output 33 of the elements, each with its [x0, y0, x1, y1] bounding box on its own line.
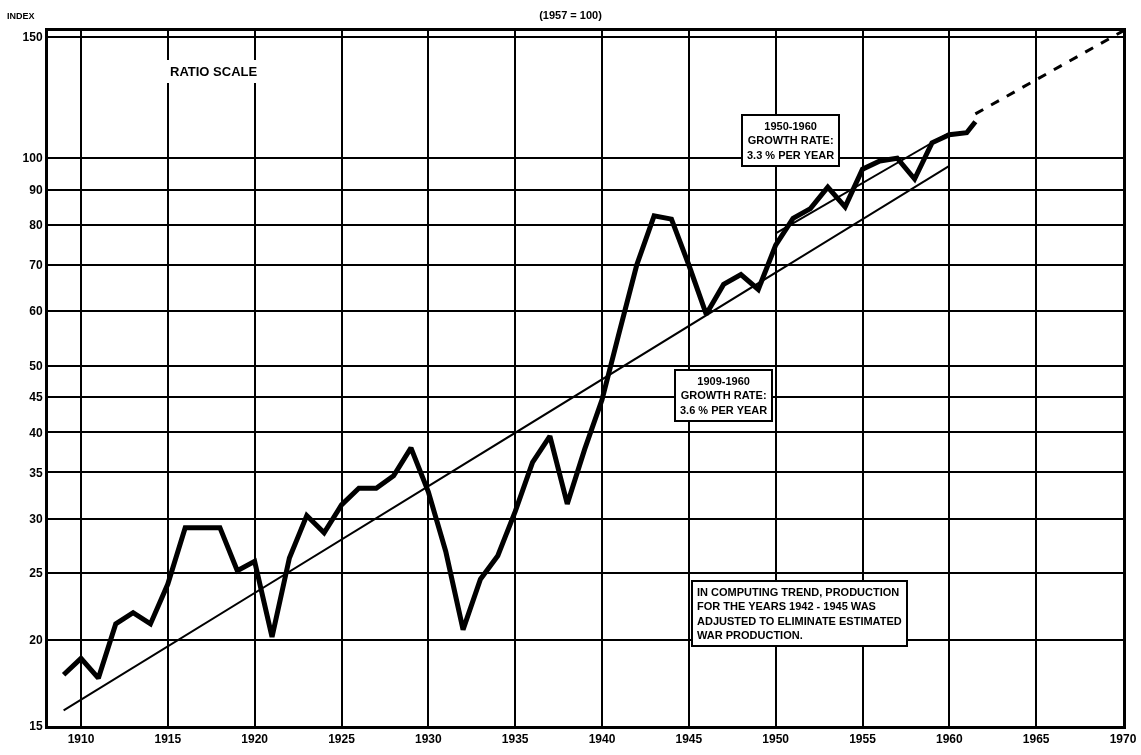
y-tick-label: 70: [29, 258, 43, 273]
annotation: IN COMPUTING TREND, PRODUCTION FOR THE YEARS 1942 - 1945 WAS ADJUSTED TO ELIMINATE ESTIMATED WAR PRODUCTION.: [697, 586, 902, 641]
y-tick-label: 60: [29, 304, 43, 319]
y-tick-label: 50: [29, 358, 43, 373]
y-tick-label: 15: [29, 719, 43, 734]
y-tick-label: 100: [22, 151, 43, 166]
x-tick-label: 1945: [675, 732, 703, 747]
annotation: RATIO SCALE: [170, 64, 258, 79]
y-tick-label: 40: [29, 425, 43, 440]
y-tick-label: 25: [29, 566, 43, 581]
y-tick-label: 45: [29, 390, 43, 405]
x-tick-label: 1955: [849, 732, 877, 747]
x-tick-label: 1915: [154, 732, 182, 747]
annotation: 1909-1960 GROWTH RATE: 3.6 % PER YEAR: [680, 375, 768, 416]
y-tick-label: 150: [22, 30, 43, 45]
chart-title: (1957 = 100): [539, 9, 603, 22]
x-tick-label: 1925: [328, 732, 356, 747]
x-tick-label: 1910: [67, 732, 95, 747]
y-tick-label: 20: [29, 633, 43, 648]
x-tick-label: 1940: [588, 732, 616, 747]
y-tick-label: 30: [29, 511, 43, 526]
annotation: 1950-1960 GROWTH RATE: 3.3 % PER YEAR: [747, 120, 835, 161]
x-tick-label: 1930: [414, 732, 442, 747]
y-axis-title: INDEX: [7, 11, 35, 21]
y-tick-label: 80: [29, 218, 43, 233]
x-tick-label: 1935: [501, 732, 529, 747]
x-tick-label: 1970: [1109, 732, 1137, 747]
x-tick-label: 1965: [1022, 732, 1050, 747]
x-tick-label: 1920: [241, 732, 269, 747]
y-tick-label: 35: [29, 465, 43, 480]
x-tick-label: 1960: [935, 732, 963, 747]
y-tick-label: 90: [29, 183, 43, 197]
x-tick-label: 1950: [762, 732, 790, 747]
